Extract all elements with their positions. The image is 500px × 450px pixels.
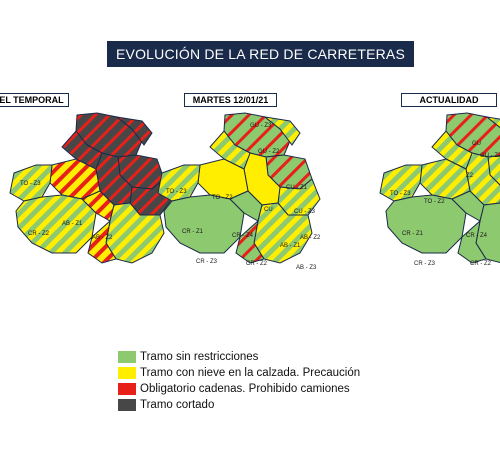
- zone-label-gu-z3: GU - Z3: [250, 123, 272, 129]
- zone-label-gu: GU: [472, 141, 481, 147]
- zone-label-cr-z3: CR - Z3: [414, 261, 436, 267]
- zone-label-ab-z2: AB - Z2: [92, 235, 113, 241]
- legend-label: Obligatorio cadenas. Prohibido camiones: [140, 383, 350, 395]
- zone-label-z2: Z2: [466, 173, 474, 179]
- zone-label-to-z2: TO - Z2: [212, 195, 233, 201]
- map-martes: GU - Z3 GU - Z2 TO - Z3 TO - Z2 CU CU - …: [157, 112, 321, 271]
- legend-item-green: Tramo sin restricciones: [118, 349, 360, 365]
- map-temporal: TO - Z3 CR - Z2 AB - Z1 AB - Z2: [9, 112, 173, 264]
- legend-swatch: [118, 383, 136, 395]
- zone-label-cu-z1: CU - Z1: [286, 185, 308, 191]
- zone-label-to-z2: TO - Z2: [424, 199, 445, 205]
- zone-label-cr-z1: CR - Z1: [182, 229, 204, 235]
- zone-label-ab-z2: AB - Z2: [300, 235, 321, 241]
- zone-label-ab-z1: AB - Z1: [62, 221, 83, 227]
- legend-item-yellow: Tramo con nieve en la calzada. Precaució…: [118, 365, 360, 381]
- legend: Tramo sin restricciones Tramo con nieve …: [118, 349, 360, 413]
- zone-label-to-z3: TO - Z3: [390, 191, 411, 197]
- zone-label-cr-z2: CR - Z2: [470, 261, 492, 267]
- zone-label-cr-z2: CR - Z2: [246, 261, 268, 267]
- legend-swatch: [118, 399, 136, 411]
- legend-label: Tramo sin restricciones: [140, 351, 259, 363]
- zone-label-cr-z1: CR - Z1: [402, 231, 424, 237]
- zone-label-cr-z2: CR - Z2: [28, 231, 50, 237]
- legend-label: Tramo con nieve en la calzada. Precaució…: [140, 367, 361, 379]
- zone-label-ab-z1: AB - Z1: [280, 243, 301, 249]
- panel-label-martes: MARTES 12/01/21: [184, 93, 277, 107]
- legend-label: Tramo cortado: [140, 399, 215, 411]
- zone-label-cu-z3: CU - Z3: [294, 209, 316, 215]
- zone-label-cr-z3: CR - Z3: [196, 259, 218, 265]
- main-title: EVOLUCIÓN DE LA RED DE CARRETERAS: [107, 41, 414, 67]
- panel-label-actualidad: ACTUALIDAD: [401, 93, 497, 107]
- legend-item-red: Obligatorio cadenas. Prohibido camiones: [118, 381, 360, 397]
- zone-label-ab-z3: AB - Z3: [296, 265, 317, 271]
- zone-label-to-z3: TO - Z3: [166, 189, 187, 195]
- zone-label-cr-z4: CR - Z4: [232, 233, 254, 239]
- legend-swatch: [118, 351, 136, 363]
- zone-label-gu-z2: GU - Z2: [258, 149, 280, 155]
- zone-label-cr-z4: CR - Z4: [466, 233, 488, 239]
- zone-label-to-z3: TO - Z3: [20, 181, 41, 187]
- zone-label-cu: CU: [264, 207, 273, 213]
- legend-swatch: [118, 367, 136, 379]
- map-actualidad: GU GU - Z2 TO - Z3 TO - Z2 Z2 CR - Z1 CR…: [379, 112, 500, 267]
- legend-item-dark: Tramo cortado: [118, 397, 360, 413]
- zone-label-gu-z2: GU - Z2: [480, 153, 500, 159]
- panel-label-temporal: EL TEMPORAL: [0, 93, 69, 107]
